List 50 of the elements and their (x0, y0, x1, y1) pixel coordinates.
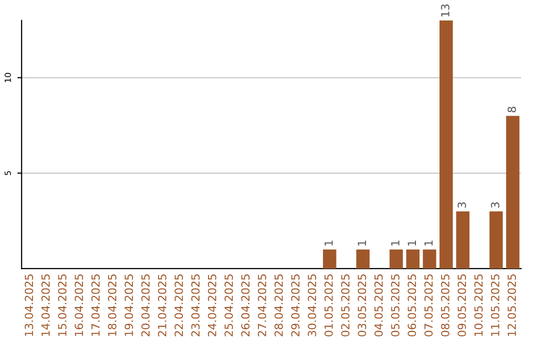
bar (456, 211, 470, 269)
data-label: 1 (408, 240, 416, 246)
y-tick-label: 10 (4, 72, 11, 82)
x-tick-label: 27.04.2025 (258, 274, 266, 336)
x-tick-label: 22.04.2025 (174, 274, 183, 336)
x-tick-label: 17.04.2025 (91, 274, 100, 336)
bar (506, 116, 520, 269)
x-tick-label: 03.05.2025 (358, 274, 366, 336)
x-tick-label: 07.05.2025 (424, 274, 433, 336)
x-tick-label: 20.04.2025 (141, 274, 150, 336)
x-tick-label: 09.05.2025 (458, 274, 466, 336)
data-label: 3 (490, 202, 500, 208)
x-tick-label: 24.04.2025 (208, 274, 216, 336)
data-label: 1 (324, 240, 333, 246)
bar (390, 250, 403, 269)
x-tick-label: 28.04.2025 (274, 274, 283, 336)
x-tick-label: 05.05.2025 (391, 274, 400, 336)
x-tick-label: 25.04.2025 (224, 274, 233, 336)
x-tick-label: 11.05.2025 (490, 274, 500, 336)
bar (489, 211, 503, 269)
x-tick-label: 29.04.2025 (291, 274, 300, 336)
x-tick-label: 23.04.2025 (191, 274, 200, 336)
data-label: 1 (424, 240, 433, 246)
x-tick-label: 26.04.2025 (241, 274, 250, 336)
x-tick-label: 18.04.2025 (108, 274, 116, 336)
x-tick-label: 04.05.2025 (374, 274, 383, 336)
x-tick-label: 02.05.2025 (341, 274, 350, 336)
x-tick-label: 10.05.2025 (474, 274, 483, 336)
x-tick-label: 14.04.2025 (41, 274, 50, 336)
x-tick-label: 19.04.2025 (124, 274, 134, 336)
x-tick-label: 01.05.2025 (324, 274, 333, 336)
bar (440, 20, 453, 269)
bar (322, 250, 336, 269)
y-tick-label: 5 (4, 171, 11, 176)
bar (356, 250, 370, 269)
x-tick-label: 06.05.2025 (408, 274, 416, 336)
x-tick-label: 13.04.2025 (24, 274, 34, 336)
data-label: 13 (440, 4, 450, 16)
bar (422, 250, 436, 269)
x-tick-label: 08.05.2025 (440, 274, 450, 336)
x-tick-label: 21.04.2025 (158, 274, 166, 336)
data-label: 1 (358, 240, 366, 246)
x-tick-label: 15.04.2025 (58, 274, 66, 336)
data-label: 1 (391, 240, 400, 246)
bar (406, 250, 420, 269)
data-label: 8 (508, 106, 516, 112)
x-tick-label: 30.04.2025 (308, 274, 316, 336)
data-label: 3 (458, 202, 466, 208)
x-tick-label: 16.04.2025 (74, 274, 84, 336)
x-tick-label: 12.05.2025 (508, 274, 516, 336)
